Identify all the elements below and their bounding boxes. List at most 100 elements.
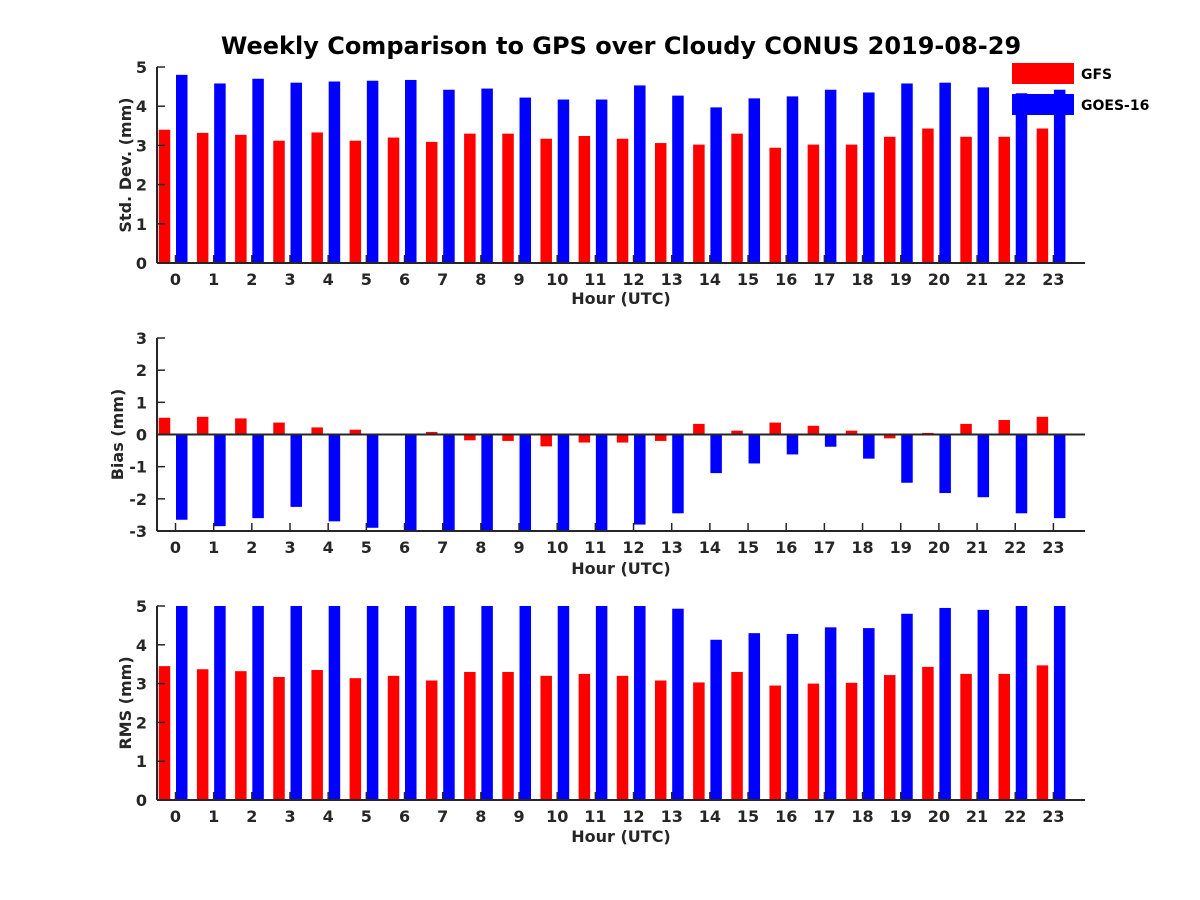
bar-gfs-hour-17 — [807, 683, 820, 800]
x-tick-label: 16 — [775, 807, 797, 826]
bar-gfs-hour-2 — [235, 671, 247, 800]
y-tick-label: 0 — [136, 254, 147, 273]
bar-goes-16-hour-16 — [786, 633, 799, 800]
bar-goes-16-hour-12 — [634, 606, 646, 800]
bar-gfs-hour-1 — [196, 669, 209, 800]
x-tick-label: 13 — [661, 807, 683, 826]
bar-gfs-hour-5 — [349, 429, 362, 435]
x-tick-label: 5 — [361, 538, 372, 557]
x-tick-label: 1 — [208, 807, 219, 826]
bar-goes-16-hour-6 — [405, 606, 417, 800]
y-tick-label: -3 — [129, 522, 147, 541]
bar-gfs-hour-7 — [425, 431, 438, 435]
x-tick-label: 16 — [775, 538, 797, 557]
bar-goes-16-hour-14 — [710, 639, 722, 800]
bar-gfs-hour-11 — [578, 673, 591, 800]
bar-gfs-hour-20 — [922, 666, 934, 800]
x-tick-label: 4 — [323, 807, 334, 826]
x-tick-label: 3 — [284, 807, 295, 826]
bar-gfs-hour-8 — [464, 434, 476, 441]
bar-gfs-hour-16 — [769, 685, 781, 800]
x-tick-label: 0 — [170, 270, 181, 289]
bar-goes-16-hour-15 — [748, 633, 761, 800]
bar-goes-16-hour-13 — [672, 608, 684, 800]
bar-gfs-hour-0 — [158, 417, 171, 435]
x-tick-label: 15 — [737, 270, 759, 289]
x-tick-label: 11 — [584, 538, 606, 557]
bar-gfs-hour-4 — [311, 427, 323, 435]
bar-gfs-hour-23 — [1036, 416, 1049, 435]
legend-label-goes-16: GOES-16 — [1081, 98, 1149, 114]
x-tick-label: 6 — [399, 538, 410, 557]
y-tick-label: 3 — [136, 329, 147, 348]
bar-gfs-hour-21 — [960, 423, 972, 435]
x-tick-label: 3 — [284, 538, 295, 557]
x-axis-label: Hour (UTC) — [571, 559, 671, 578]
bar-goes-16-hour-17 — [824, 627, 837, 800]
x-tick-label: 13 — [661, 538, 683, 557]
bar-goes-16-hour-8 — [481, 606, 493, 800]
bar-gfs-hour-19 — [883, 434, 896, 439]
figure-title: Weekly Comparison to GPS over Cloudy CON… — [221, 32, 1021, 60]
bar-gfs-hour-10 — [540, 675, 552, 800]
bar-gfs-hour-3 — [273, 677, 285, 800]
bar-gfs-hour-15 — [731, 430, 743, 435]
x-tick-label: 1 — [208, 538, 219, 557]
x-tick-label: 4 — [323, 538, 334, 557]
y-axis-label: Bias (mm) — [108, 389, 127, 481]
x-tick-label: 13 — [661, 270, 683, 289]
bar-goes-16-hour-2 — [252, 434, 264, 519]
bar-gfs-hour-9 — [502, 671, 514, 800]
bar-gfs-hour-13 — [654, 680, 667, 800]
bar-gfs-hour-18 — [845, 682, 858, 800]
bar-goes-16-hour-22 — [1015, 434, 1028, 514]
x-tick-label: 15 — [737, 538, 759, 557]
bar-goes-16-hour-0 — [176, 434, 188, 520]
bar-goes-16-hour-14 — [710, 434, 722, 474]
x-tick-label: 0 — [170, 807, 181, 826]
bar-goes-16-hour-5 — [366, 80, 379, 263]
y-tick-label: 5 — [136, 58, 147, 77]
bar-goes-16-hour-11 — [595, 606, 608, 800]
bar-goes-16-hour-10 — [557, 606, 570, 800]
y-tick-label: 4 — [136, 636, 147, 655]
bar-gfs-hour-8 — [464, 133, 476, 263]
bar-gfs-hour-17 — [807, 144, 820, 263]
y-axis-label: RMS (mm) — [116, 656, 135, 749]
x-tick-label: 18 — [851, 538, 873, 557]
y-tick-label: 0 — [136, 426, 147, 445]
bar-goes-16-hour-1 — [214, 434, 226, 527]
bar-goes-16-hour-21 — [977, 609, 990, 800]
x-tick-label: 2 — [246, 270, 257, 289]
bar-gfs-hour-9 — [502, 133, 514, 263]
x-tick-label: 14 — [699, 270, 721, 289]
x-tick-label: 5 — [361, 807, 372, 826]
x-axis-label: Hour (UTC) — [571, 289, 671, 308]
x-tick-label: 7 — [437, 807, 448, 826]
bar-goes-16-hour-5 — [366, 434, 379, 528]
bar-goes-16-hour-18 — [863, 628, 875, 800]
bar-gfs-hour-10 — [540, 138, 552, 263]
bar-goes-16-hour-22 — [1015, 606, 1028, 800]
bar-gfs-hour-14 — [693, 423, 705, 435]
x-tick-label: 7 — [437, 538, 448, 557]
bar-gfs-hour-16 — [769, 147, 781, 263]
bar-gfs-hour-23 — [1036, 665, 1049, 800]
bar-gfs-hour-15 — [731, 133, 743, 263]
bar-gfs-hour-19 — [883, 136, 896, 263]
bar-goes-16-hour-11 — [595, 434, 608, 531]
x-tick-label: 14 — [699, 538, 721, 557]
bar-goes-16-hour-16 — [786, 434, 799, 455]
bar-gfs-hour-7 — [425, 141, 438, 263]
x-tick-label: 15 — [737, 807, 759, 826]
bar-gfs-hour-4 — [311, 670, 323, 800]
x-tick-label: 22 — [1004, 807, 1026, 826]
bar-gfs-hour-23 — [1036, 128, 1049, 263]
x-tick-label: 7 — [437, 270, 448, 289]
y-tick-label: 1 — [136, 215, 147, 234]
x-tick-label: 22 — [1004, 270, 1026, 289]
